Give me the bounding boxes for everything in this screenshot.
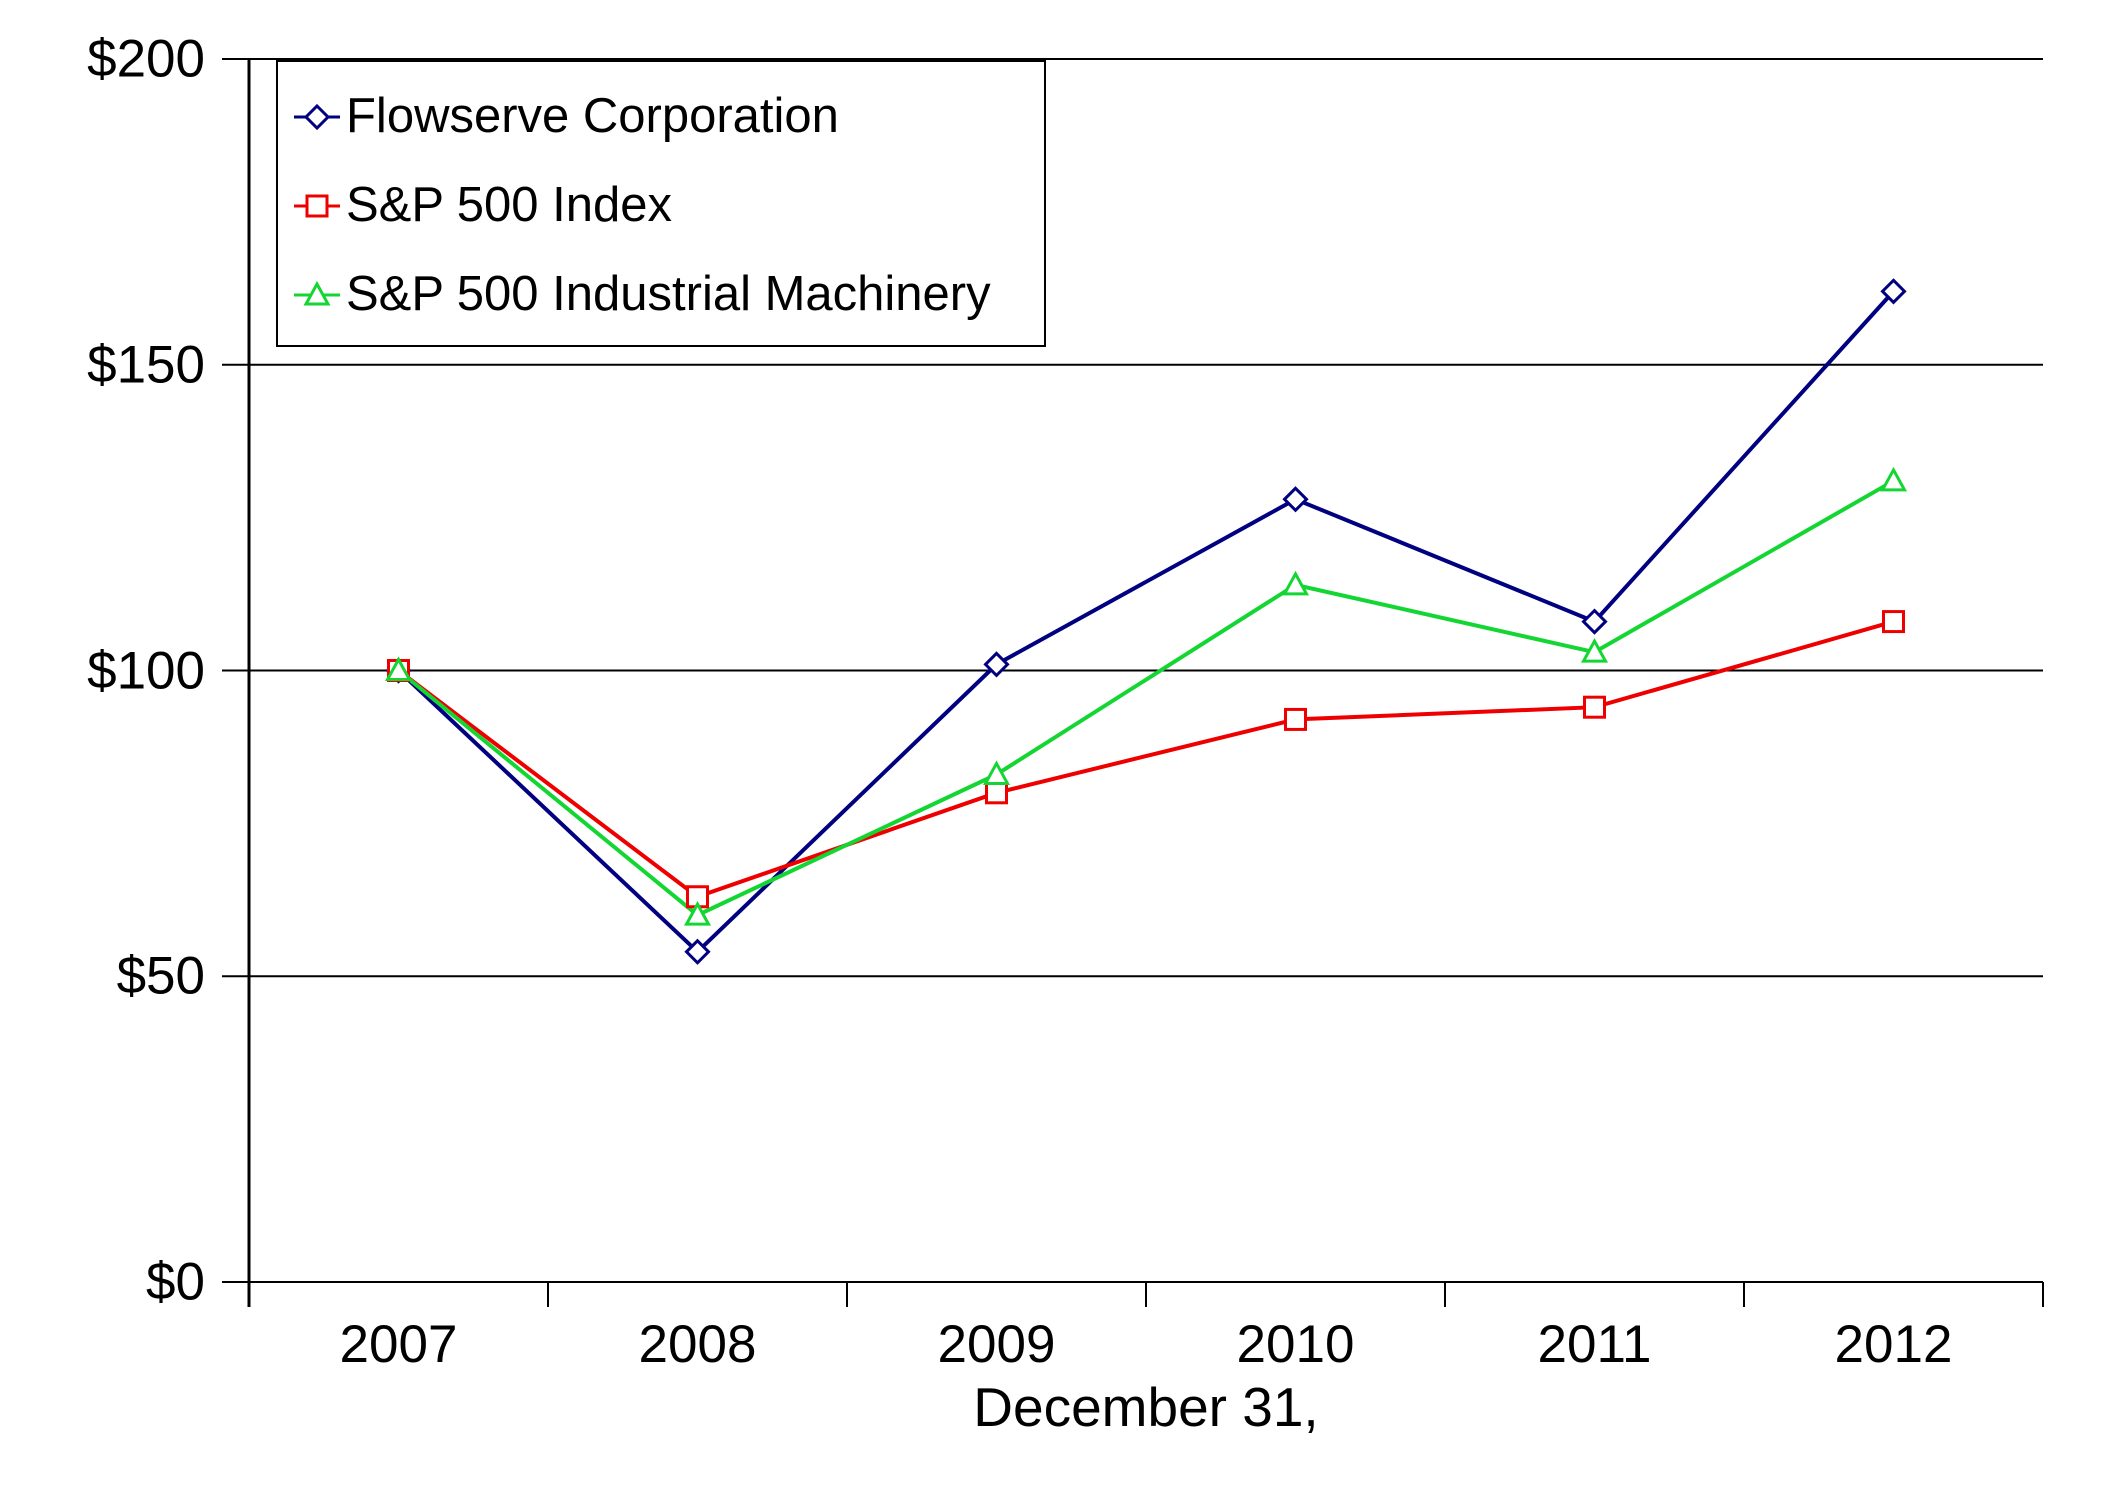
triangle-marker-icon <box>683 900 712 926</box>
x-tick-label: 2009 <box>937 1315 1056 1374</box>
square-marker-icon <box>1583 695 1606 719</box>
legend: Flowserve Corporation S&P 500 Index S&P … <box>276 60 1046 347</box>
triangle-marker-icon <box>384 656 413 681</box>
y-tick-label: $0 <box>146 1252 205 1312</box>
triangle-marker-icon <box>303 280 331 305</box>
square-marker-icon <box>1284 707 1307 731</box>
y-tick-label: $150 <box>87 335 205 395</box>
legend-label-industrial-machinery: S&P 500 Industrial Machinery <box>346 267 991 321</box>
y-tick-label: $50 <box>116 946 205 1006</box>
legend-label-flowserve: Flowserve Corporation <box>346 89 839 143</box>
legend-label-sp500: S&P 500 Index <box>346 178 673 232</box>
series-line-diamond <box>397 290 1895 955</box>
series-line-triangle <box>397 479 1895 918</box>
triangle-marker-icon <box>982 760 1011 785</box>
x-tick-label: 2008 <box>638 1315 757 1374</box>
legend-item-sp500: S&P 500 Index <box>292 181 1044 230</box>
x-tick-label: 2011 <box>1537 1315 1652 1374</box>
square-marker-icon <box>1882 610 1905 634</box>
square-marker-icon <box>294 194 340 217</box>
diamond-marker-icon <box>1880 278 1907 305</box>
x-tick-label: 2007 <box>339 1315 458 1374</box>
triangle-marker-icon <box>1281 570 1310 596</box>
series-line-square <box>397 619 1895 899</box>
triangle-marker-icon <box>1580 638 1609 663</box>
square-marker-icon <box>985 781 1008 805</box>
y-tick-label: $100 <box>87 641 205 700</box>
x-axis-title: December 31, <box>973 1376 1319 1438</box>
x-tick-label: 2010 <box>1236 1315 1355 1374</box>
diamond-marker-icon <box>684 938 711 965</box>
y-tick-label: $200 <box>87 29 205 89</box>
diamond-marker-icon <box>294 103 340 130</box>
diamond-marker-icon <box>1581 608 1608 635</box>
triangle-marker-icon <box>294 280 340 305</box>
diamond-marker-icon <box>303 103 331 130</box>
diamond-marker-icon <box>983 651 1010 678</box>
diamond-marker-icon <box>1282 486 1309 513</box>
legend-item-industrial-machinery: S&P 500 Industrial Machinery <box>292 270 1044 319</box>
square-marker-icon <box>305 194 329 217</box>
x-tick-label: 2012 <box>1834 1315 1953 1374</box>
triangle-marker-icon <box>1879 466 1908 492</box>
legend-item-flowserve: Flowserve Corporation <box>292 92 1044 141</box>
